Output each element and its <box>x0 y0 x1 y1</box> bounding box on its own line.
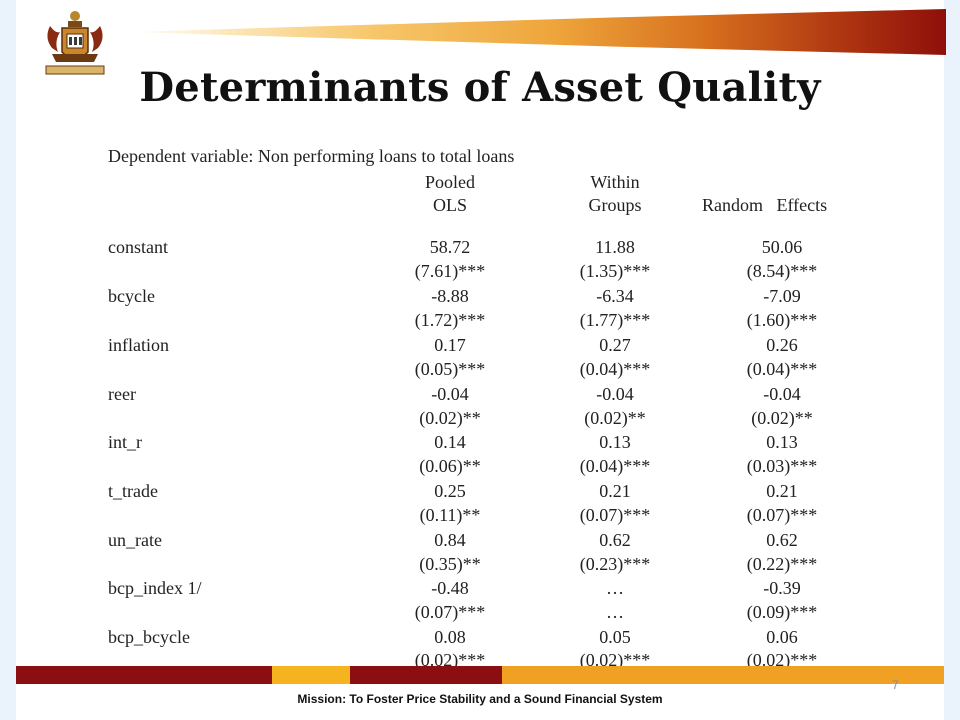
se-ols: (0.05)*** <box>414 359 486 379</box>
footer-color-bar <box>16 666 944 684</box>
mission-statement: Mission: To Foster Price Stability and a… <box>297 692 663 706</box>
coef-ols: 0.17 <box>434 335 466 355</box>
coef-ols: 0.84 <box>434 530 466 550</box>
header-ribbon <box>130 9 946 55</box>
se-re: (0.03)*** <box>746 456 818 476</box>
var-label: bcycle <box>108 286 155 306</box>
se-wg: … <box>606 602 624 622</box>
se-wg: (1.35)*** <box>579 261 651 281</box>
se-ols: (7.61)*** <box>414 261 486 281</box>
var-label: inflation <box>108 335 169 355</box>
slide-title: Determinants of Asset Quality <box>139 64 821 111</box>
var-label: un_rate <box>108 530 162 550</box>
se-wg: (1.77)*** <box>579 310 651 330</box>
coef-wg: -6.34 <box>596 286 634 306</box>
coef-wg: 0.62 <box>599 530 631 550</box>
left-side-panel <box>0 0 16 720</box>
header-pooled: Pooled <box>424 172 475 192</box>
se-wg: (0.23)*** <box>579 554 651 574</box>
se-re: (0.07)*** <box>746 505 818 525</box>
header-within: Within <box>590 172 640 192</box>
coef-re: 0.62 <box>766 530 798 550</box>
footer-segment-red <box>350 666 502 684</box>
coef-wg: 11.88 <box>595 237 635 257</box>
se-wg: (0.04)*** <box>579 359 651 379</box>
var-label: constant <box>108 237 168 257</box>
se-re: (8.54)*** <box>746 261 818 281</box>
se-re: (0.04)*** <box>746 359 818 379</box>
header-random-effects: Random Effects <box>702 195 828 215</box>
coef-wg: 0.27 <box>599 335 631 355</box>
coef-re: 0.06 <box>766 627 798 647</box>
header-ols: OLS <box>432 195 467 215</box>
page-number: 7 <box>892 678 899 692</box>
footer-segment-gold <box>272 666 350 684</box>
regression-table: Dependent variable: Non performing loans… <box>0 142 960 670</box>
se-ols: (0.02)*** <box>414 650 486 670</box>
coef-wg: … <box>606 578 624 598</box>
se-ols: (0.07)*** <box>414 602 486 622</box>
coef-ols: 0.25 <box>434 481 466 501</box>
se-wg: (0.02)** <box>584 408 646 428</box>
se-re: (1.60)*** <box>746 310 818 330</box>
right-side-panel <box>944 0 960 720</box>
coef-re: 0.26 <box>766 335 798 355</box>
se-ols: (0.35)** <box>419 554 481 574</box>
footer-segment-orange <box>502 666 944 684</box>
coef-re: 0.21 <box>766 481 798 501</box>
coef-re: -0.39 <box>763 578 801 598</box>
se-re: (0.09)*** <box>746 602 818 622</box>
var-label: bcp_index 1/ <box>108 578 202 598</box>
se-ols: (0.06)** <box>419 456 481 476</box>
var-label: bcp_bcycle <box>108 627 190 647</box>
se-re: (0.02)** <box>751 408 813 428</box>
coef-ols: -8.88 <box>431 286 469 306</box>
coef-re: -0.04 <box>763 384 801 404</box>
se-wg: (0.02)*** <box>579 650 651 670</box>
coef-wg: -0.04 <box>596 384 634 404</box>
coef-ols: -0.48 <box>431 578 469 598</box>
se-ols: (0.11)** <box>419 505 481 525</box>
coef-ols: 0.14 <box>434 432 466 452</box>
var-label: reer <box>108 384 136 404</box>
var-label: int_r <box>108 432 142 452</box>
bank-crest-icon <box>45 11 105 75</box>
coef-ols: -0.04 <box>431 384 469 404</box>
header-groups: Groups <box>588 195 642 215</box>
se-re: (0.02)*** <box>746 650 818 670</box>
se-ols: (0.02)** <box>419 408 481 428</box>
footer-segment-red <box>16 666 272 684</box>
var-label: t_trade <box>108 481 158 501</box>
dependent-variable-label: Dependent variable: Non performing loans… <box>108 146 515 166</box>
se-ols: (1.72)*** <box>414 310 486 330</box>
coef-wg: 0.21 <box>599 481 631 501</box>
se-re: (0.22)*** <box>746 554 818 574</box>
se-wg: (0.04)*** <box>579 456 651 476</box>
coef-re: 0.13 <box>766 432 798 452</box>
coef-re: 50.06 <box>761 237 803 257</box>
coef-re: -7.09 <box>763 286 801 306</box>
coef-ols: 0.08 <box>434 627 466 647</box>
coef-wg: 0.05 <box>599 627 631 647</box>
se-wg: (0.07)*** <box>579 505 651 525</box>
coef-wg: 0.13 <box>599 432 631 452</box>
coef-ols: 58.72 <box>429 237 471 257</box>
